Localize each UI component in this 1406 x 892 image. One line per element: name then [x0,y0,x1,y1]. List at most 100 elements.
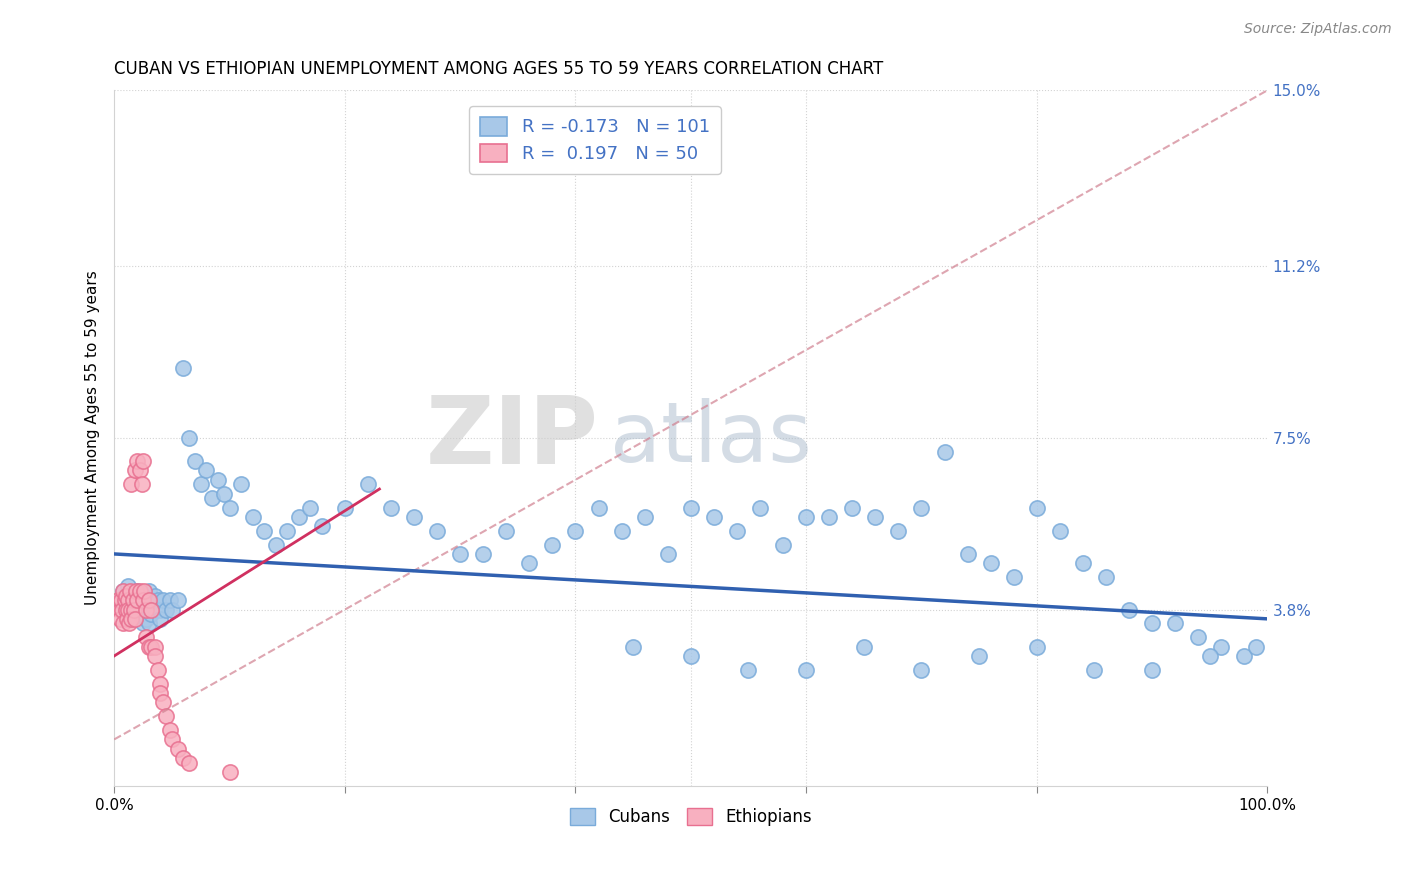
Point [772,538,794,552]
Point [190,477,212,491]
Point [108,612,131,626]
Point [179,431,201,445]
Point [402,509,425,524]
Point [143,589,166,603]
Point [146,663,169,677]
Point [634,509,657,524]
Point [132,454,155,468]
Point [541,538,564,552]
Point [229,477,252,491]
Point [111,602,134,616]
Point [207,473,229,487]
Point [132,589,155,603]
Point [127,454,149,468]
Point [1233,648,1256,663]
Point [218,500,240,515]
Point [287,509,309,524]
Point [449,547,471,561]
Text: Source: ZipAtlas.com: Source: ZipAtlas.com [1244,22,1392,37]
Point [120,584,142,599]
Point [749,500,772,515]
Point [155,602,177,616]
Point [118,616,141,631]
Point [127,593,149,607]
Point [1025,640,1047,654]
Point [212,486,235,500]
Point [124,602,146,616]
Point [114,602,136,616]
Point [124,612,146,626]
Point [114,593,136,607]
Point [910,500,932,515]
Point [143,602,166,616]
Point [1164,616,1187,631]
Point [1187,631,1209,645]
Point [135,631,157,645]
Point [117,593,139,607]
Point [679,500,702,515]
Point [1244,640,1267,654]
Point [172,361,194,376]
Point [139,607,162,622]
Point [139,602,162,616]
Point [172,751,194,765]
Point [121,477,143,491]
Point [152,695,174,709]
Point [107,593,129,607]
Point [131,477,153,491]
Point [519,556,541,570]
Point [357,477,380,491]
Point [149,602,172,616]
Point [967,648,990,663]
Point [426,524,449,538]
Point [128,463,150,477]
Point [725,524,748,538]
Text: ZIP: ZIP [426,392,599,484]
Y-axis label: Unemployment Among Ages 55 to 59 years: Unemployment Among Ages 55 to 59 years [86,270,100,606]
Point [160,732,183,747]
Point [114,602,136,616]
Point [1211,640,1233,654]
Point [166,593,188,607]
Point [108,602,131,616]
Point [1002,570,1025,584]
Point [132,616,155,631]
Point [160,602,183,616]
Point [149,686,172,700]
Text: atlas: atlas [610,398,811,478]
Point [138,593,160,607]
Point [564,524,586,538]
Point [1095,570,1118,584]
Point [794,663,817,677]
Text: CUBAN VS ETHIOPIAN UNEMPLOYMENT AMONG AGES 55 TO 59 YEARS CORRELATION CHART: CUBAN VS ETHIOPIAN UNEMPLOYMENT AMONG AG… [114,60,883,78]
Point [121,593,143,607]
Point [276,524,298,538]
Point [657,547,679,561]
Point [1140,663,1163,677]
Point [253,524,276,538]
Point [155,709,177,723]
Point [380,500,402,515]
Point [117,579,139,593]
Point [110,593,132,607]
Point [135,602,157,616]
Point [121,602,143,616]
Legend: Cubans, Ethiopians: Cubans, Ethiopians [564,802,818,833]
Point [242,509,264,524]
Point [865,509,887,524]
Point [737,663,759,677]
Point [1049,524,1071,538]
Point [910,663,932,677]
Point [143,648,166,663]
Point [115,612,138,626]
Point [128,593,150,607]
Point [1071,556,1094,570]
Point [121,612,143,626]
Point [218,764,240,779]
Point [495,524,517,538]
Point [934,445,956,459]
Point [135,612,157,626]
Point [108,593,131,607]
Point [132,593,155,607]
Point [1025,500,1047,515]
